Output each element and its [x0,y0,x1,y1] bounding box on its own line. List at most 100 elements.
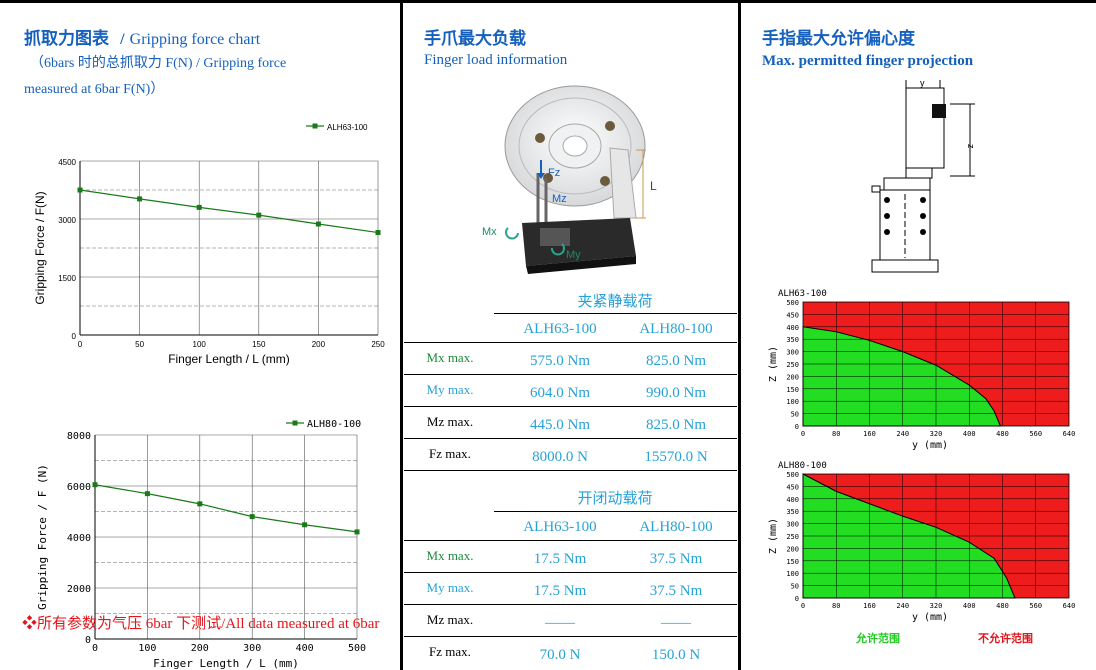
rule [404,342,737,343]
y-tick-label: 4000 [67,533,91,544]
y-axis-label: Gripping Force / F(N) [33,191,47,304]
rule [404,540,737,541]
measurement-note: ❖所有参数为气压 6bar 下测试/All data measured at 6… [22,616,380,632]
x-tick-label: 200 [312,340,326,349]
panel1-title-en: Gripping force chart [129,31,261,48]
x-tick-label: 320 [930,602,943,610]
data-point [249,514,255,520]
static-load-title: 夹紧静载荷 [577,294,653,310]
x-axis-label: Finger Length / L (mm) [153,657,299,670]
x-tick-label: 100 [138,643,156,654]
cell-alh80: 37.5 Nm [649,583,703,599]
dynamic-col1-header: ALH63-100 [523,519,597,535]
y-tick-label: 0 [72,332,77,341]
cell-alh80: 15570.0 N [644,449,708,465]
x-tick-label: 480 [996,602,1009,610]
y-tick-label: 8000 [67,431,91,442]
panel1-title-cn: 抓取力图表 [24,29,109,49]
y-tick-label: 50 [791,411,799,419]
y-tick-label: 350 [786,508,799,516]
x-tick-label: 160 [863,602,876,610]
y-tick-label: 0 [85,635,91,646]
top-border [0,0,1096,3]
data-point [375,230,381,236]
y-axis-label: Z (mm) [768,518,779,554]
legend-not-allowed: 不允许范围 [978,632,1033,645]
x-tick-label: 320 [930,430,943,438]
x-tick-label: 0 [801,602,805,610]
x-tick-label: 0 [801,430,805,438]
row-label: Fz max. [429,644,471,659]
x-tick-label: 400 [963,430,976,438]
y-tick-label: 4500 [58,158,76,167]
x-tick-label: 480 [996,430,1009,438]
row-label: Mx max. [426,350,474,365]
x-tick-label: 80 [832,430,840,438]
row-label: Mz max. [426,414,474,429]
x-tick-label: 400 [296,643,314,654]
x-tick-label: 0 [92,643,98,654]
y-tick-label: 0 [795,423,799,431]
rule [404,572,737,573]
rule [404,604,737,605]
x-axis-label: y (mm) [912,440,948,451]
dim-z-label: z [966,144,976,149]
panel1-title-sep: / [120,31,125,48]
label-mx: Mx [482,226,497,238]
x-axis-label: y (mm) [912,612,948,623]
label-l: L [650,179,657,193]
cell-alh80: —— [661,615,691,631]
x-tick-label: 50 [135,340,144,349]
y-axis-label: Z (mm) [768,346,779,382]
panel2-title-cn: 手爪最大负载 [424,29,526,49]
rule [404,470,737,471]
x-tick-label: 80 [832,602,840,610]
dim-y-label: y [920,78,925,88]
x-tick-label: 500 [348,643,366,654]
plot-frame [802,301,1070,427]
data-point [256,212,262,218]
column-divider-2 [738,0,741,670]
chart-title: ALH80-100 [778,461,827,471]
static-col2-header: ALH80-100 [639,321,713,337]
cell-alh63: 8000.0 N [532,449,588,465]
y-tick-label: 300 [786,521,799,529]
row-label: Mz max. [426,612,474,627]
y-tick-label: 150 [786,386,799,394]
y-tick-label: 0 [795,595,799,603]
x-tick-label: 300 [243,643,261,654]
rule [494,313,737,314]
x-tick-label: 100 [193,340,207,349]
label-my: My [566,249,581,261]
legend-marker [312,123,318,129]
y-tick-label: 400 [786,496,799,504]
cell-alh80: 990.0 Nm [646,385,706,401]
data-point [137,196,143,202]
y-tick-label: 400 [786,324,799,332]
cell-alh63: 604.0 Nm [530,385,590,401]
legend-label: ALH80-100 [307,419,361,430]
x-tick-label: 150 [252,340,266,349]
label-mz: Mz [552,193,567,205]
y-tick-label: 50 [791,583,799,591]
y-tick-label: 1500 [58,274,76,283]
row-label: My max. [426,382,474,397]
x-tick-label: 560 [1029,430,1042,438]
data-point [92,482,98,488]
chart-alh63-force: 0 50 100 150 200 250 0 1500 3000 4500 ALH63-100 Fin… [33,123,385,366]
data-point [354,529,360,535]
chart-alh80-force: 0 100 200 300 400 500 0 2000 4000 6000 8000 ALH80-1… [36,419,366,670]
legend-label: ALH63-100 [327,123,368,132]
series-line [79,189,379,234]
x-tick-label: 640 [1063,602,1076,610]
rule [404,374,737,375]
data-point [302,522,308,528]
chart-title: ALH63-100 [778,289,827,299]
cell-alh63: 17.5 Nm [533,551,587,567]
dynamic-load-title: 开闭动载荷 [577,491,653,507]
rule [404,636,737,637]
panel1-title: 抓取力图表 / Gripping force chart [24,24,260,49]
x-tick-label: 200 [191,643,209,654]
panel3-title-en: Max. permitted finger projection [762,53,974,69]
chart-alh80-projection: 0 80 160 240 320 400 480 560 640 0 50 100 150 200 250 3… [768,461,1076,623]
